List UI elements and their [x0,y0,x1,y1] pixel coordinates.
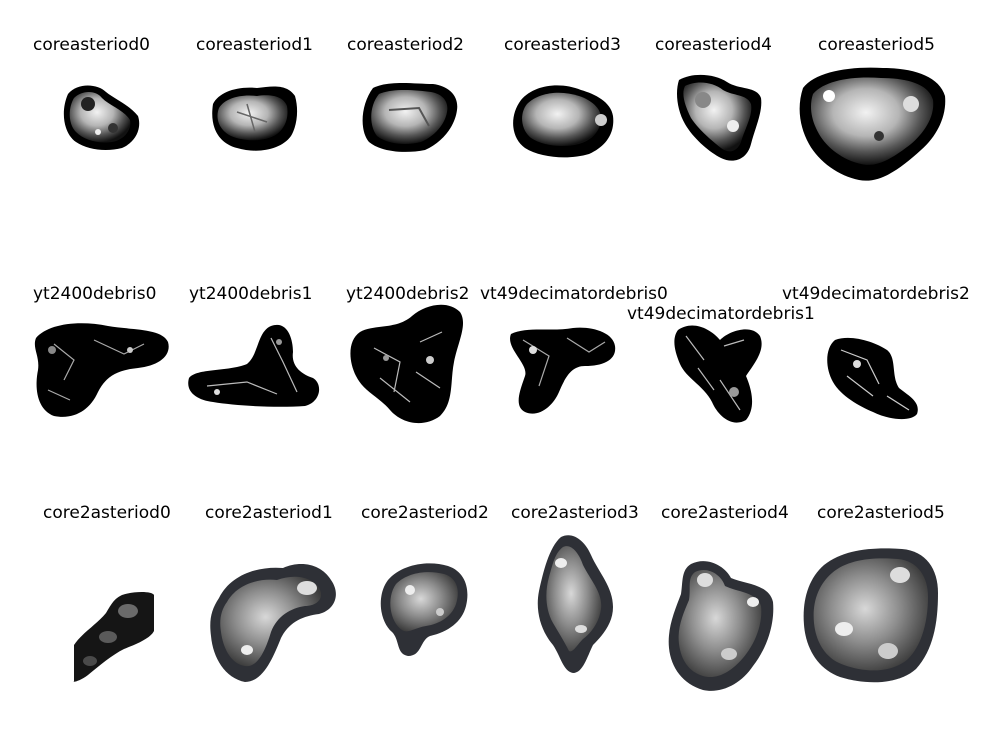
sprite-label-core2asteriod3: core2asteriod3 [511,503,639,523]
sprite-label-coreasteriod4: coreasteriod4 [655,35,772,55]
sprite-label-core2asteriod0: core2asteriod0 [43,503,171,523]
asteroid-image-core2asteriod0 [73,592,154,682]
asteroid-image-core2asteriod3 [537,535,613,673]
sprite-label-yt2400debris2: yt2400debris2 [346,284,470,304]
asteroid-image-coreasteriod4 [677,74,762,161]
asteroid-image-coreasteriod3 [513,85,614,158]
asteroid-image-core2asteriod2 [380,563,468,656]
debris-image-vt49decimatordebris1 [674,325,762,423]
asteroid-image-coreasteriod2 [362,83,458,152]
sprite-label-core2asteriod4: core2asteriod4 [661,503,789,523]
debris-image-yt2400debris0 [34,323,169,417]
asteroid-image-core2asteriod1 [210,564,336,682]
sprite-label-core2asteriod2: core2asteriod2 [361,503,489,523]
sprite-label-vt49decimatordebris0: vt49decimatordebris0 [480,284,668,304]
sprite-label-vt49decimatordebris1: vt49decimatordebris1 [627,304,815,324]
sprite-label-coreasteriod1: coreasteriod1 [196,35,313,55]
sprite-label-coreasteriod5: coreasteriod5 [818,35,935,55]
debris-image-yt2400debris2 [350,304,464,424]
sprite-label-yt2400debris1: yt2400debris1 [189,284,313,304]
sprite-label-core2asteriod5: core2asteriod5 [817,503,945,523]
asteroid-image-core2asteriod5 [803,548,938,683]
asteroid-image-coreasteriod0 [63,85,140,150]
sprite-label-core2asteriod1: core2asteriod1 [205,503,333,523]
sprite-label-vt49decimatordebris2: vt49decimatordebris2 [782,284,970,304]
asteroid-image-coreasteriod1 [212,86,298,151]
sprite-label-yt2400debris0: yt2400debris0 [33,284,157,304]
sprite-label-coreasteriod2: coreasteriod2 [347,35,464,55]
debris-image-vt49decimatordebris2 [827,337,918,420]
debris-image-yt2400debris1 [188,324,320,407]
asteroid-image-coreasteriod5 [799,67,946,181]
sprite-label-coreasteriod3: coreasteriod3 [504,35,621,55]
debris-image-vt49decimatordebris0 [510,327,616,414]
sprite-label-coreasteriod0: coreasteriod0 [33,35,150,55]
asteroid-image-core2asteriod4 [668,561,774,691]
